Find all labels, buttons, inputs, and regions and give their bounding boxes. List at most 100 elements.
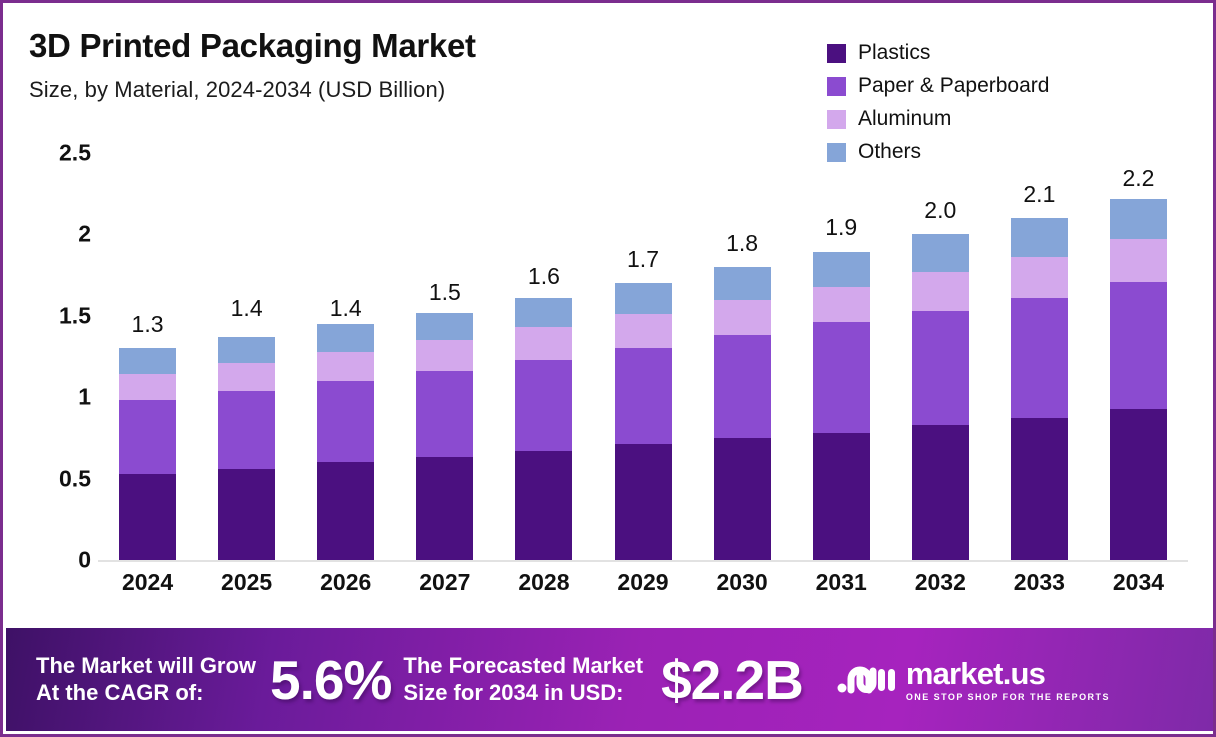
- bar-segment-paper-paperboard[interactable]: [1010, 297, 1068, 419]
- bar-value-label: 2.0: [924, 197, 957, 224]
- bar-segment-plastics[interactable]: [713, 437, 771, 560]
- bar-segment-aluminum[interactable]: [713, 299, 771, 336]
- bar-stack[interactable]: [317, 323, 375, 560]
- bar-segment-paper-paperboard[interactable]: [911, 310, 969, 425]
- bar-segment-others[interactable]: [911, 234, 969, 272]
- bar-segment-aluminum[interactable]: [911, 271, 969, 311]
- bar-segment-paper-paperboard[interactable]: [119, 400, 177, 474]
- bar-stack[interactable]: [812, 252, 870, 560]
- bar-group[interactable]: 1.7: [593, 153, 692, 560]
- bar-group[interactable]: 1.5: [395, 153, 494, 560]
- market-us-logo: market.us ONE STOP SHOP FOR THE REPORTS: [837, 657, 1110, 702]
- bar-segment-plastics[interactable]: [416, 457, 474, 560]
- legend-item[interactable]: Paper & Paperboard: [827, 74, 1049, 98]
- bar-group[interactable]: 1.3: [98, 153, 197, 560]
- cagr-caption-line2: At the CAGR of:: [36, 679, 204, 705]
- bar-segment-plastics[interactable]: [119, 473, 177, 560]
- legend-item[interactable]: Aluminum: [827, 107, 1049, 131]
- x-axis-tick-label: 2030: [716, 569, 768, 595]
- x-axis-tick-label: 2028: [518, 569, 570, 595]
- bar-value-label: 2.2: [1122, 164, 1155, 191]
- bar-segment-paper-paperboard[interactable]: [416, 371, 474, 458]
- forecast-caption-line1: The Forecasted Market: [403, 652, 644, 678]
- bar-segment-paper-paperboard[interactable]: [713, 335, 771, 438]
- cagr-caption-line1: The Market will Grow: [36, 652, 257, 678]
- bar-stack[interactable]: [713, 266, 771, 560]
- bar-segment-plastics[interactable]: [812, 433, 870, 560]
- forecast-value: $2.2B: [661, 648, 804, 711]
- bar-segment-others[interactable]: [713, 266, 771, 300]
- bar-series-container: 1.3 1.4 1.4 1.5 1.6 1.7 1.8 1.9 2.0 2.1 2.2: [98, 153, 1188, 560]
- bar-segment-aluminum[interactable]: [317, 351, 375, 381]
- x-axis-tick-label: 2034: [1112, 569, 1165, 595]
- bar-segment-others[interactable]: [218, 336, 276, 364]
- bar-segment-plastics[interactable]: [614, 444, 672, 560]
- bar-segment-others[interactable]: [812, 252, 870, 287]
- bar-group[interactable]: 2.0: [891, 153, 990, 560]
- bar-segment-paper-paperboard[interactable]: [317, 380, 375, 463]
- bar-segment-others[interactable]: [317, 323, 375, 352]
- legend-item-label: Plastics: [858, 41, 931, 64]
- bar-segment-aluminum[interactable]: [1010, 257, 1068, 298]
- x-axis-tick-label: 2032: [914, 569, 966, 595]
- bar-stack[interactable]: [218, 336, 276, 560]
- bar-segment-aluminum[interactable]: [416, 340, 474, 372]
- bar-segment-plastics[interactable]: [1109, 408, 1167, 560]
- bar-stack[interactable]: [1010, 218, 1068, 560]
- bar-group[interactable]: 1.6: [494, 153, 593, 560]
- bar-segment-others[interactable]: [1109, 198, 1167, 240]
- bar-segment-paper-paperboard[interactable]: [614, 348, 672, 445]
- bar-segment-others[interactable]: [515, 297, 573, 328]
- bar-stack[interactable]: [119, 348, 177, 560]
- bar-value-label: 1.7: [627, 246, 659, 273]
- legend-item-label: Aluminum: [858, 107, 952, 130]
- bar-group[interactable]: 1.4: [296, 153, 395, 560]
- bar-segment-others[interactable]: [119, 348, 177, 375]
- y-axis-tick-label: 0: [78, 546, 91, 573]
- bar-segment-plastics[interactable]: [218, 468, 276, 560]
- bar-group[interactable]: 1.9: [792, 153, 891, 560]
- bar-segment-aluminum[interactable]: [812, 286, 870, 323]
- legend-swatch-icon: [827, 43, 846, 63]
- bar-group[interactable]: 2.1: [990, 153, 1089, 560]
- bar-segment-others[interactable]: [416, 312, 474, 341]
- bar-value-label: 1.5: [428, 278, 461, 305]
- bar-segment-plastics[interactable]: [317, 462, 375, 560]
- bar-group[interactable]: 1.4: [197, 153, 296, 560]
- bar-value-label: 1.3: [131, 311, 164, 338]
- bar-segment-plastics[interactable]: [911, 424, 969, 560]
- bar-stack[interactable]: [911, 234, 969, 560]
- bar-segment-aluminum[interactable]: [1109, 239, 1167, 282]
- bar-segment-plastics[interactable]: [1010, 418, 1068, 560]
- chart-legend: Plastics Paper & Paperboard Aluminum Others: [827, 41, 1049, 164]
- bar-segment-aluminum[interactable]: [515, 327, 573, 360]
- bar-stack[interactable]: [416, 312, 474, 560]
- legend-item[interactable]: Plastics: [827, 41, 1049, 65]
- bar-segment-aluminum[interactable]: [614, 314, 672, 349]
- forecast-caption-line2: Size for 2034 in USD:: [403, 679, 624, 705]
- bar-segment-paper-paperboard[interactable]: [812, 322, 870, 434]
- bar-stack[interactable]: [614, 283, 672, 560]
- bar-segment-paper-paperboard[interactable]: [515, 359, 573, 451]
- bar-segment-aluminum[interactable]: [218, 363, 276, 391]
- bar-value-label: 2.1: [1023, 181, 1056, 208]
- y-axis-tick-label: 2.5: [59, 139, 91, 166]
- y-axis-tick-label: 1.5: [59, 302, 91, 329]
- bar-stack[interactable]: [1109, 198, 1167, 560]
- bar-stack[interactable]: [515, 297, 573, 560]
- bar-segment-others[interactable]: [614, 283, 672, 315]
- logo-text: market.us ONE STOP SHOP FOR THE REPORTS: [906, 658, 1110, 702]
- legend-swatch-icon: [827, 76, 846, 96]
- cagr-value: 5.6%: [270, 648, 392, 711]
- bar-segment-aluminum[interactable]: [119, 374, 177, 401]
- legend-item[interactable]: Others: [827, 140, 1049, 164]
- bar-segment-paper-paperboard[interactable]: [1109, 281, 1167, 409]
- bar-segment-others[interactable]: [1010, 218, 1068, 258]
- bar-segment-paper-paperboard[interactable]: [218, 390, 276, 469]
- bar-segment-plastics[interactable]: [515, 450, 573, 560]
- bar-group[interactable]: 1.8: [693, 153, 792, 560]
- cagr-caption: The Market will Grow At the CAGR of:: [36, 653, 256, 707]
- y-axis-tick-label: 2: [78, 220, 91, 247]
- bar-group[interactable]: 2.2: [1089, 153, 1188, 560]
- market-us-logo-icon: [837, 657, 895, 702]
